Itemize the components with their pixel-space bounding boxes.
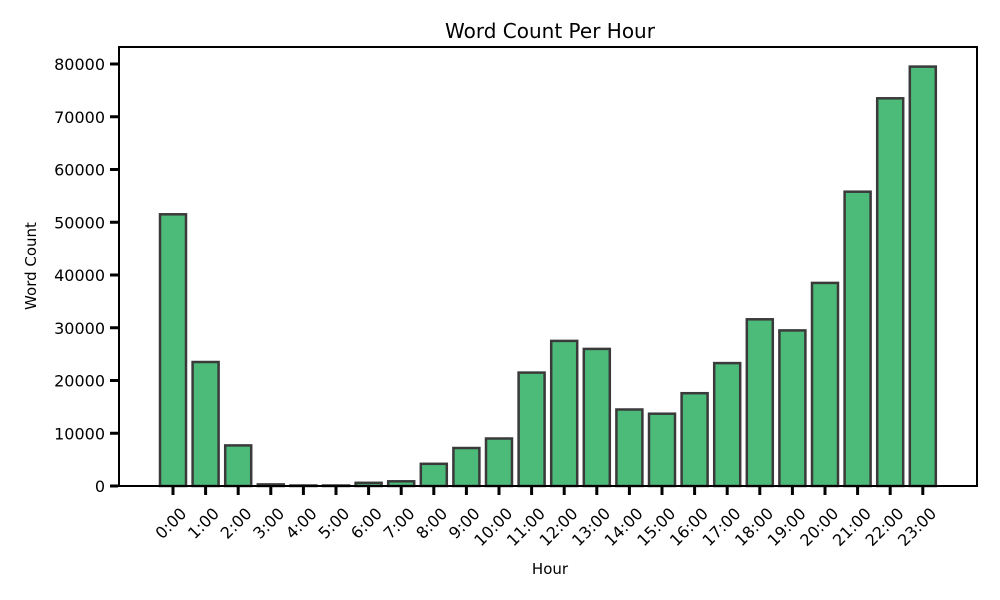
y-axis-label: Word Count [22, 222, 40, 310]
x-tick-label: 5:00 [314, 504, 353, 543]
bars-group [158, 65, 938, 488]
y-tick-label: 60000 [54, 161, 105, 180]
bar-10-00 [484, 437, 514, 488]
x-tick-label: 7:00 [380, 504, 419, 543]
bar-23-00 [908, 65, 938, 488]
y-tick-label: 50000 [54, 213, 105, 232]
y-tick-label: 10000 [54, 424, 105, 443]
x-tick-label: 1:00 [184, 504, 223, 543]
y-tick-label: 0 [95, 477, 105, 496]
x-tick-label: 3:00 [249, 504, 288, 543]
x-tick-label: 4:00 [282, 504, 321, 543]
bar-2-00 [223, 444, 253, 488]
bar-17-00 [712, 361, 742, 488]
bar-8-00 [419, 462, 449, 488]
bar-21-00 [843, 190, 872, 488]
bar-19-00 [778, 329, 807, 488]
y-tick-label: 20000 [54, 372, 105, 391]
bar-1-00 [191, 360, 220, 488]
bar-16-00 [680, 391, 709, 488]
y-tick-label: 80000 [54, 55, 105, 74]
y-tick-label: 70000 [54, 108, 105, 127]
bar-20-00 [810, 281, 840, 488]
x-tick-label: 8:00 [412, 504, 451, 543]
bar-0-00 [158, 213, 188, 488]
x-axis-label: Hour [532, 560, 569, 578]
plot-frame [118, 46, 978, 487]
bar-13-00 [582, 347, 612, 488]
bar-9-00 [452, 446, 481, 488]
bar-15-00 [647, 412, 677, 488]
bar-14-00 [615, 408, 644, 488]
chart-title: Word Count Per Hour [445, 19, 656, 43]
x-tick-label: 0:00 [151, 504, 190, 543]
y-tick-label: 40000 [54, 266, 105, 285]
bar-11-00 [517, 371, 546, 488]
bar-22-00 [875, 97, 905, 488]
bar-12-00 [549, 339, 579, 488]
x-tick-label: 6:00 [347, 504, 386, 543]
bar-18-00 [745, 318, 775, 488]
x-tick-label: 2:00 [217, 504, 256, 543]
y-tick-label: 30000 [54, 319, 105, 338]
